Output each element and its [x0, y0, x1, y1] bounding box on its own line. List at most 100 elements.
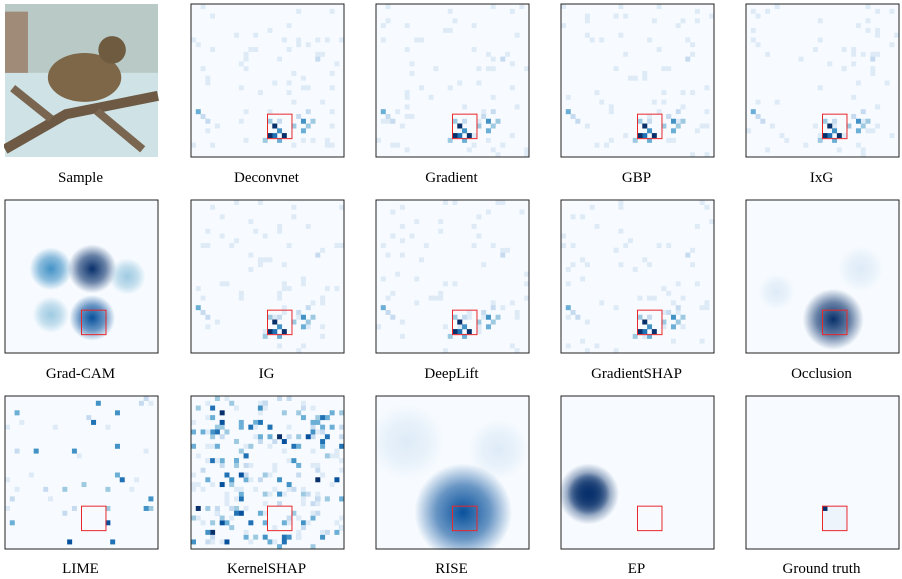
pixel: [258, 434, 263, 439]
pixel: [575, 119, 580, 124]
caption: IxG: [745, 170, 898, 187]
pixel: [453, 119, 458, 124]
pixel: [244, 530, 249, 535]
pixel: [296, 444, 301, 449]
pixel: [618, 205, 623, 210]
pixel: [642, 124, 647, 129]
pixel: [561, 243, 566, 248]
pixel: [311, 463, 316, 468]
pixel: [467, 133, 472, 138]
pixel: [842, 133, 847, 138]
pixel: [148, 496, 153, 501]
pixel: [268, 473, 273, 478]
pixel: [652, 329, 657, 334]
pixel: [277, 119, 282, 124]
pixel: [253, 47, 258, 52]
pixel: [205, 81, 210, 86]
pixel: [282, 262, 287, 267]
pixel: [282, 329, 287, 334]
pixel: [282, 535, 287, 540]
pixel: [400, 253, 405, 258]
pixel: [400, 334, 405, 339]
pixel: [642, 329, 647, 334]
pixel: [268, 425, 273, 430]
pixel: [205, 229, 210, 234]
pixel: [205, 315, 210, 320]
pixel: [695, 281, 700, 286]
caption: Sample: [4, 170, 157, 187]
pixel: [709, 14, 714, 19]
pixel: [510, 9, 515, 14]
pixel: [282, 281, 287, 286]
pixel: [681, 90, 686, 95]
pixel: [205, 506, 210, 511]
pixel: [320, 530, 325, 535]
pixel: [320, 52, 325, 57]
pixel: [519, 210, 524, 215]
pixel: [443, 324, 448, 329]
pixel: [652, 100, 657, 105]
pixel: [10, 520, 15, 525]
pixel: [414, 219, 419, 224]
image: [560, 395, 715, 550]
pixel: [657, 243, 662, 248]
pixel: [561, 233, 566, 238]
pixel: [676, 305, 681, 310]
pixel: [443, 200, 448, 205]
pixel: [220, 233, 225, 238]
pixel: [315, 429, 320, 434]
pixel: [856, 23, 861, 28]
pixel: [618, 200, 623, 205]
pixel: [105, 487, 110, 492]
pixel: [476, 214, 481, 219]
pixel: [224, 520, 229, 525]
pixel: [704, 300, 709, 305]
pixel: [386, 18, 391, 23]
pixel: [268, 28, 273, 33]
pixel: [491, 300, 496, 305]
image: [745, 395, 900, 550]
pixel: [481, 114, 486, 119]
pixel: [120, 477, 125, 482]
pixel: [638, 329, 643, 334]
pixel: [325, 415, 330, 420]
pixel: [647, 119, 652, 124]
pixel: [457, 324, 462, 329]
pixel: [320, 296, 325, 301]
pixel: [827, 133, 832, 138]
pixel: [268, 329, 273, 334]
caption: Ground truth: [745, 561, 898, 578]
pixel: [191, 539, 196, 544]
pixel: [105, 425, 110, 430]
pixel: [486, 119, 491, 124]
pixel: [704, 305, 709, 310]
heat-blob: [803, 289, 864, 350]
pixel: [386, 310, 391, 315]
pixel: [405, 90, 410, 95]
pixel: [234, 511, 239, 516]
pixel: [282, 37, 287, 42]
pixel: [666, 138, 671, 143]
pixel: [311, 420, 316, 425]
pixel: [272, 468, 277, 473]
pixel: [263, 535, 268, 540]
pixel: [277, 296, 282, 301]
pixel: [301, 138, 306, 143]
pixel: [5, 425, 10, 430]
panel: Deconvnet: [190, 3, 350, 158]
pixel: [756, 114, 761, 119]
image: [190, 199, 345, 354]
pixel: [272, 487, 277, 492]
pixel: [201, 310, 206, 315]
pixel: [700, 200, 705, 205]
pixel: [296, 310, 301, 315]
pixel: [409, 71, 414, 76]
pixel: [210, 14, 215, 19]
pixel: [462, 119, 467, 124]
pixel: [681, 315, 686, 320]
pixel: [524, 272, 529, 277]
pixel: [201, 520, 206, 525]
pixel: [409, 233, 414, 238]
pixel: [433, 296, 438, 301]
pixel: [681, 104, 686, 109]
